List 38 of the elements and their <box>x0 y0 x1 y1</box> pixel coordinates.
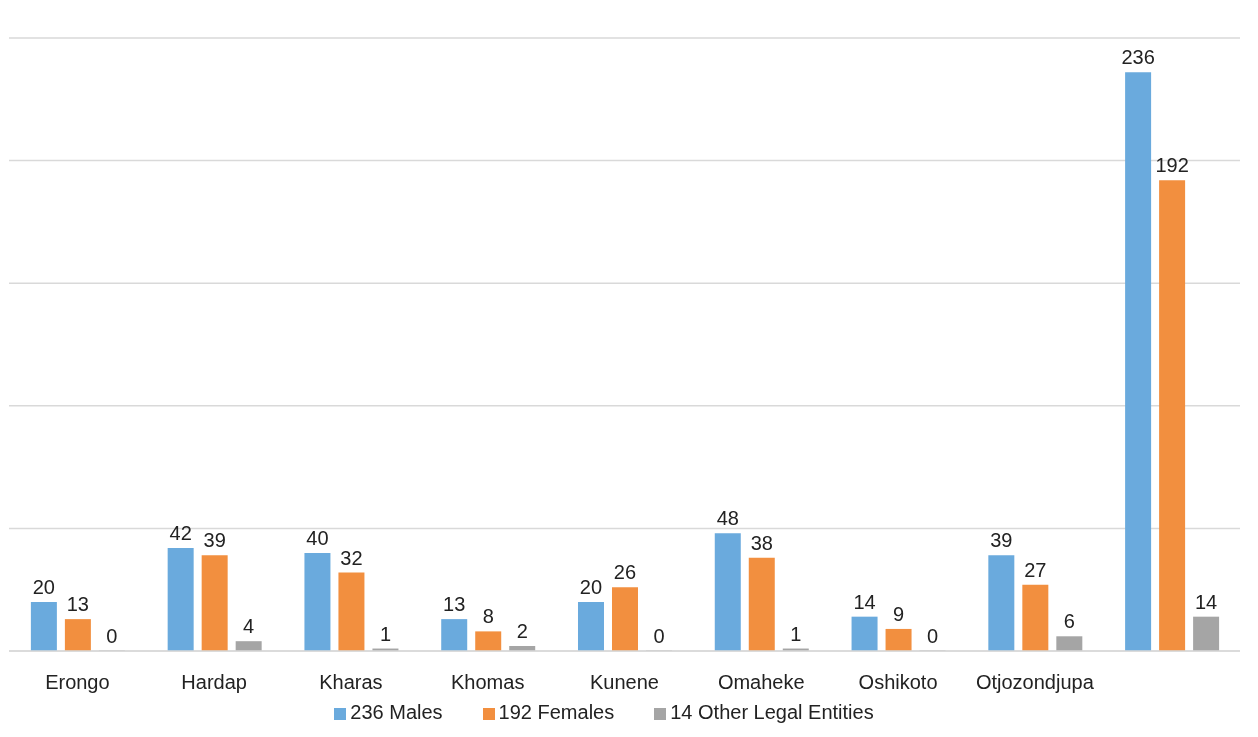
x-tick-label: Erongo <box>45 671 110 694</box>
x-tick-label: Oshikoto <box>858 671 938 694</box>
x-tick-label: Omaheke <box>717 671 805 694</box>
data-label: 9 <box>892 602 905 625</box>
x-tick-label: Otjozondjupa <box>975 671 1095 694</box>
data-label: 4 <box>243 615 255 638</box>
legend-label: 192 Females <box>498 701 615 723</box>
legend-label: 14 Other Legal Entities <box>670 701 874 723</box>
data-label: 1 <box>790 622 802 645</box>
data-label: 48 <box>716 507 739 530</box>
data-label: 0 <box>653 624 665 647</box>
data-label: 192 <box>1155 154 1189 177</box>
data-label: 6 <box>1063 610 1075 633</box>
x-tick-label: Khomas <box>451 671 525 694</box>
data-label: 32 <box>340 546 363 569</box>
data-label: 0 <box>106 624 118 647</box>
data-label: 39 <box>990 529 1013 552</box>
data-label: 2 <box>516 620 528 643</box>
data-label: 20 <box>32 575 56 598</box>
data-label: 236 <box>1121 46 1155 69</box>
data-label: 40 <box>306 526 329 549</box>
data-label: 14 <box>1194 590 1218 613</box>
x-tick-label: Kunene <box>590 671 659 694</box>
data-label: 26 <box>613 561 637 584</box>
x-tick-label: Hardap <box>181 671 247 694</box>
data-label: 1 <box>379 622 391 645</box>
data-label: 38 <box>750 531 773 554</box>
legend-label: 236 Males <box>350 701 443 723</box>
data-label: 39 <box>203 529 226 552</box>
data-label: 42 <box>169 522 192 545</box>
data-label: 13 <box>443 593 466 616</box>
data-label: 8 <box>482 605 494 628</box>
data-label: 27 <box>1024 558 1047 581</box>
x-tick-label: Kharas <box>319 671 383 694</box>
data-label: 13 <box>66 593 90 616</box>
data-label: 0 <box>926 624 939 647</box>
data-label: 14 <box>853 590 876 613</box>
data-label: 20 <box>579 575 603 598</box>
